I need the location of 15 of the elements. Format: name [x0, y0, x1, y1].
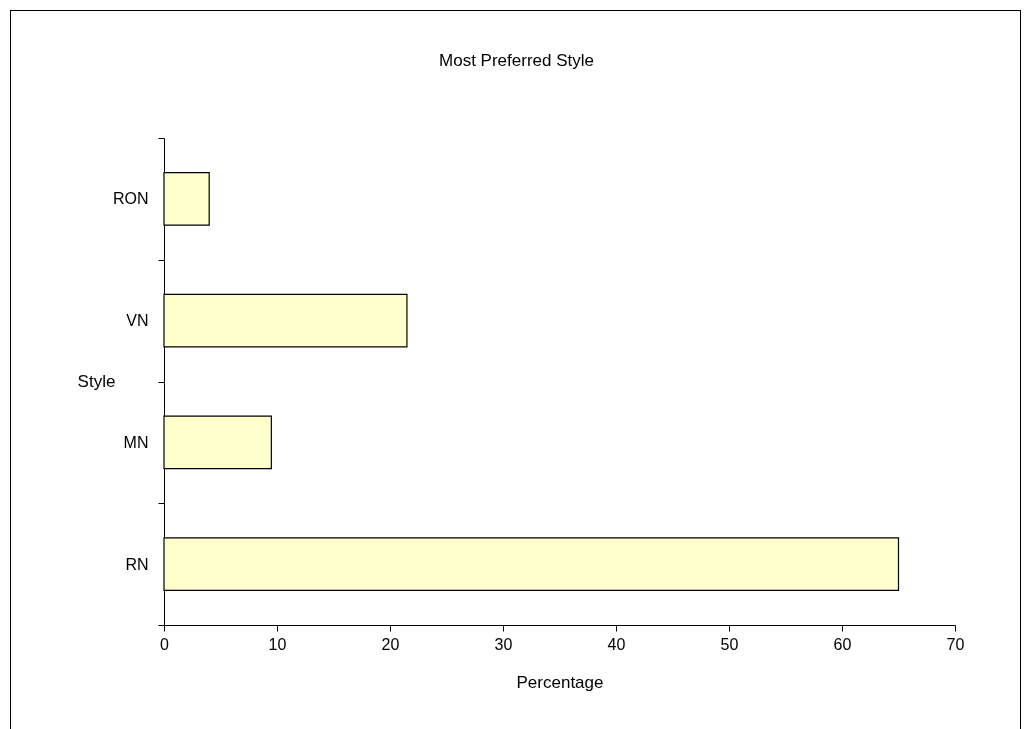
x-tick-label: 20 [381, 635, 400, 653]
y-tick-label: VN [126, 312, 149, 330]
x-tick-label: 60 [833, 635, 852, 653]
x-tick-label: 30 [494, 635, 513, 653]
chart-title: Most Preferred Style [439, 51, 594, 70]
x-tick-label: 10 [268, 635, 287, 653]
x-axis-title: Percentage [516, 672, 604, 692]
x-tick-label: 70 [946, 635, 965, 653]
y-tick-label: RN [125, 555, 149, 573]
y-axis-title: Style [77, 372, 116, 391]
y-tick-label: RON [112, 190, 149, 208]
x-tick-label: 50 [720, 635, 739, 653]
x-tick-label: 0 [160, 635, 170, 653]
x-tick-label: 40 [607, 635, 626, 653]
y-tick-label: MN [123, 433, 149, 451]
